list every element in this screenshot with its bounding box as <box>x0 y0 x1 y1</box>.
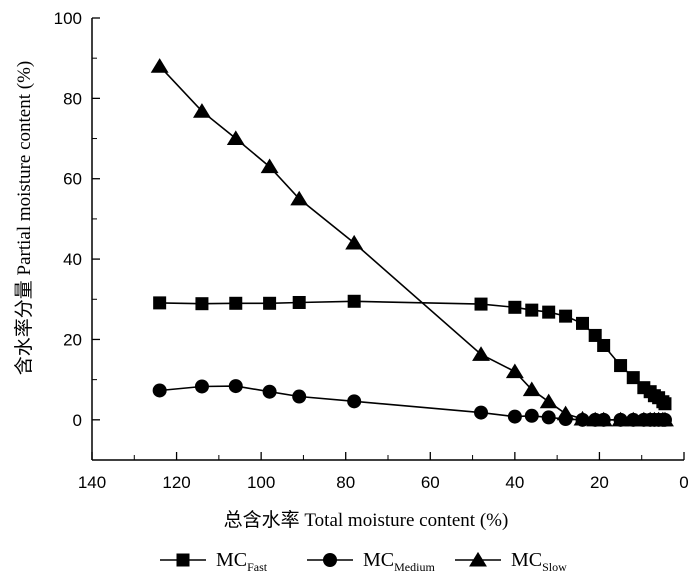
data-point <box>559 309 573 323</box>
data-point <box>226 130 245 146</box>
data-point <box>614 359 628 373</box>
data-point <box>152 383 167 398</box>
data-point <box>472 346 490 361</box>
x-tick-label: 0 <box>679 473 688 492</box>
data-point <box>292 295 306 309</box>
x-tick-label: 60 <box>421 473 440 492</box>
data-point <box>505 363 524 379</box>
data-point <box>611 411 630 427</box>
axes: 0 20 40 60 80 100 140 120 100 80 60 40 20 0 <box>54 9 689 492</box>
x-tick-label: 40 <box>505 473 524 492</box>
data-point <box>522 381 541 397</box>
data-point <box>263 296 277 310</box>
data-point <box>292 389 307 404</box>
y-tick-label: 40 <box>63 250 82 269</box>
data-point <box>656 411 674 427</box>
data-point <box>597 338 611 352</box>
data-point <box>525 303 539 317</box>
data-point <box>524 408 539 423</box>
data-point <box>542 305 556 319</box>
legend-item-slow: MCSlow <box>455 549 567 574</box>
data-point <box>262 384 277 399</box>
legend-marker <box>176 553 190 567</box>
legend-item-fast: MCFast <box>160 549 268 574</box>
data-point <box>229 296 243 310</box>
data-point <box>290 190 309 206</box>
data-point <box>573 410 592 426</box>
data-point <box>576 316 590 330</box>
data-point <box>228 379 243 394</box>
series-line <box>159 65 665 421</box>
y-tick-label: 80 <box>63 89 82 108</box>
data-point <box>260 158 279 174</box>
y-tick-label: 20 <box>63 330 82 349</box>
x-tick-label: 100 <box>247 473 275 492</box>
data-point <box>658 397 672 411</box>
legend-marker <box>469 551 487 567</box>
data-point <box>194 379 209 394</box>
data-point <box>508 300 522 314</box>
data-point <box>594 411 613 427</box>
y-tick-label: 0 <box>73 411 82 430</box>
y-tick-label: 100 <box>54 9 82 28</box>
legend-item-medium: MCMedium <box>307 549 435 574</box>
data-point <box>541 410 556 425</box>
data-point <box>507 409 522 424</box>
data-point <box>588 328 602 342</box>
data-point <box>150 58 169 73</box>
data-point <box>474 405 489 420</box>
data-point <box>345 234 364 250</box>
x-tick-label: 20 <box>590 473 609 492</box>
data-point <box>539 393 558 409</box>
x-tick-label: 120 <box>162 473 190 492</box>
y-axis-title: 含水率分量 Partial moisture content (%) <box>13 61 35 376</box>
data-point <box>474 297 488 311</box>
data-point <box>193 103 211 118</box>
series-fast <box>153 294 672 411</box>
data-point <box>347 394 362 409</box>
data-point <box>195 297 209 311</box>
legend: MCFast MCMedium MCSlow <box>160 549 567 574</box>
legend-marker <box>323 553 337 567</box>
legend-label: MCMedium <box>363 549 435 574</box>
series-slow <box>150 58 674 427</box>
data-point <box>626 371 640 385</box>
data-point <box>153 296 167 310</box>
legend-label: MCSlow <box>511 549 567 574</box>
series-layer <box>150 58 674 427</box>
x-axis-title: 总含水率 Total moisture content (%) <box>224 509 509 531</box>
x-tick-label: 140 <box>78 473 106 492</box>
x-tick-label: 80 <box>336 473 355 492</box>
y-tick-label: 60 <box>63 170 82 189</box>
data-point <box>347 294 361 308</box>
data-point <box>556 405 575 421</box>
legend-label: MCFast <box>216 549 268 574</box>
